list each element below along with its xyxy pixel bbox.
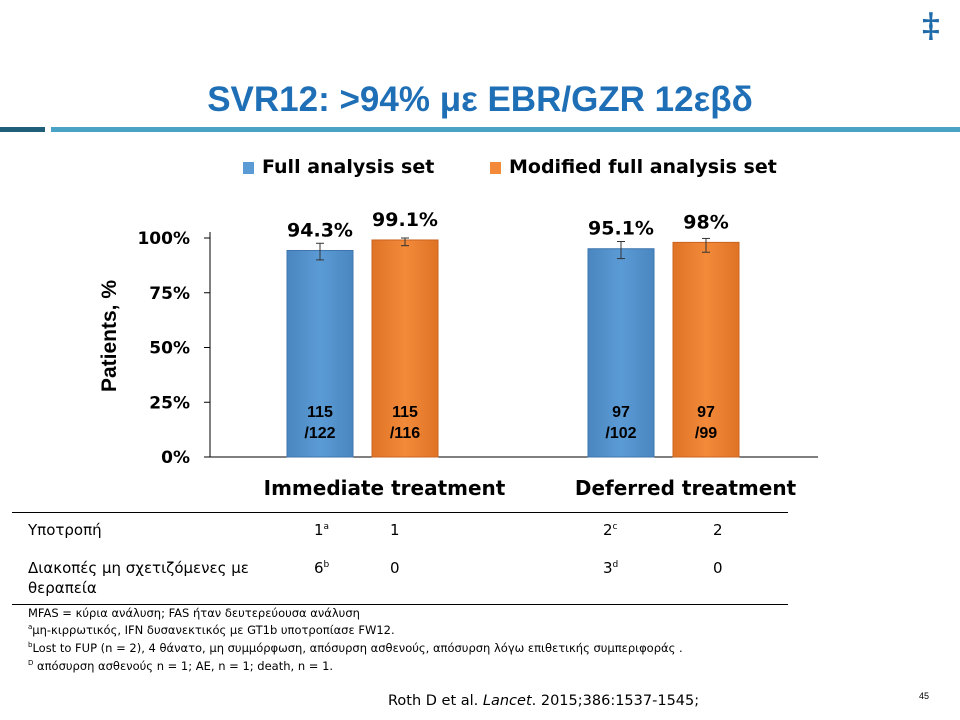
y-axis-title: Patients, % xyxy=(98,280,121,392)
bar xyxy=(286,249,354,458)
double-dagger-mark: ‡ xyxy=(922,6,940,46)
legend-label-mfas: Modified full analysis set xyxy=(509,156,777,178)
y-tick-label: 75% xyxy=(149,284,190,304)
row1-deferred-mfas: 2 xyxy=(713,521,723,539)
row2-immediate-fas: 6b xyxy=(314,559,330,577)
data-label: 98% xyxy=(683,211,728,233)
table-bottom-rule xyxy=(12,604,788,605)
row1-immediate-mfas: 1 xyxy=(390,521,400,539)
footnote-b: bLost to FUP (n = 2), 4 θάνατο, μη συμμό… xyxy=(28,641,683,655)
legend-item-mfas: Modified full analysis set xyxy=(490,156,777,178)
citation: Roth D et al. Lancet. 2015;386:1537-1545… xyxy=(388,693,700,709)
data-label: 95.1% xyxy=(588,218,654,240)
bar xyxy=(587,248,655,458)
y-tick-label: 0% xyxy=(161,448,190,468)
legend-swatch-mfas xyxy=(490,162,501,174)
legend-label-fas: Full analysis set xyxy=(262,156,435,178)
row2-deferred-fas: 3d xyxy=(603,559,619,577)
slide-title: SVR12: >94% με EBR/GZR 12εβδ xyxy=(207,80,753,119)
bar-count-numerator: 115 xyxy=(307,404,333,421)
row2-immediate-mfas: 0 xyxy=(390,559,400,577)
y-tick-label: 50% xyxy=(149,339,190,359)
title-rule-light xyxy=(51,127,960,132)
row2-label: Διακοπές μη σχετιζόμενες με xyxy=(28,559,249,577)
title-rule-dark xyxy=(0,127,45,132)
x-category-label: Deferred treatment xyxy=(575,476,797,500)
bar-count-numerator: 97 xyxy=(612,404,630,421)
table-top-rule xyxy=(12,512,788,513)
bar xyxy=(371,239,439,458)
row1-label: Υποτροπή xyxy=(28,521,102,539)
bar-count-denominator: /122 xyxy=(304,425,335,442)
data-label: 94.3% xyxy=(287,219,353,241)
legend-swatch-fas xyxy=(243,162,254,174)
bar-count-denominator: /116 xyxy=(390,425,420,442)
bar-count-numerator: 97 xyxy=(697,404,715,421)
bar-count-numerator: 115 xyxy=(392,404,418,421)
footnote-a: aμη-κιρρωτικός, IFN δυσανεκτικός με GT1b… xyxy=(28,623,395,637)
footnote-mfas: MFAS = κύρια ανάλυση; FAS ήταν δευτερεύο… xyxy=(28,606,360,620)
page-number: 45 xyxy=(919,691,930,701)
x-category-label: Immediate treatment xyxy=(264,476,506,500)
bar-count-denominator: /102 xyxy=(605,425,636,442)
bar xyxy=(672,241,740,458)
footnote-d: D απόσυρση ασθενούς n = 1; AE, n = 1; de… xyxy=(28,659,334,673)
legend-item-fas: Full analysis set xyxy=(243,156,434,178)
row2-label-line2: θεραπεία xyxy=(28,579,97,597)
y-tick-label: 25% xyxy=(149,393,190,413)
bar-chart: 0% 25% 50% 75% 100% Patients, % 94.3% 115/122 99… xyxy=(98,209,818,500)
y-tick-label: 100% xyxy=(137,229,190,249)
row1-immediate-fas: 1a xyxy=(314,521,330,539)
row2-deferred-mfas: 0 xyxy=(713,559,723,577)
bar-count-denominator: /99 xyxy=(695,425,717,442)
data-label: 99.1% xyxy=(372,209,438,231)
row1-deferred-fas: 2c xyxy=(603,521,618,539)
